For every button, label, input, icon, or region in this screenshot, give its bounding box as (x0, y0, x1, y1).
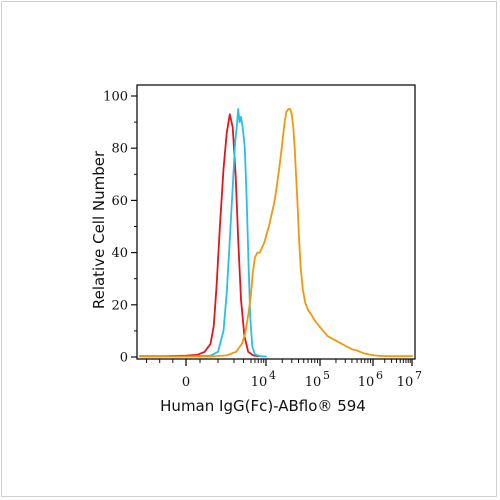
y-tick-label: 100 (103, 90, 128, 105)
y-axis: 0 20 40 60 80 100 (103, 90, 137, 366)
x-tick-label: 0 (182, 375, 190, 390)
x-tick-exponent: 5 (323, 369, 330, 382)
series-line-3 (139, 108, 413, 358)
x-tick-label: 10 (397, 375, 414, 390)
y-tick-label: 80 (111, 142, 128, 157)
y-tick-label: 60 (111, 194, 128, 209)
plot-border (136, 84, 416, 360)
series-line-1 (139, 113, 260, 358)
x-tick-exponent: 7 (415, 369, 422, 382)
series-line-2 (139, 108, 267, 358)
x-tick-label: 10 (305, 375, 322, 390)
x-axis: 0 10 4 10 5 10 6 10 7 (146, 359, 422, 390)
x-tick-label: 10 (251, 375, 268, 390)
y-tick-label: 40 (111, 246, 128, 261)
plot-box (136, 84, 416, 360)
y-tick-label: 20 (111, 298, 128, 313)
y-tick-label: 0 (120, 351, 128, 366)
x-tick-exponent: 6 (376, 369, 383, 382)
series-layer (139, 108, 413, 358)
x-tick-exponent: 4 (269, 369, 276, 382)
y-axis-title: Relative Cell Number (90, 150, 108, 309)
x-axis-title: Human IgG(Fc)-ABflo® 594 (160, 397, 366, 415)
x-tick-label: 10 (358, 375, 375, 390)
